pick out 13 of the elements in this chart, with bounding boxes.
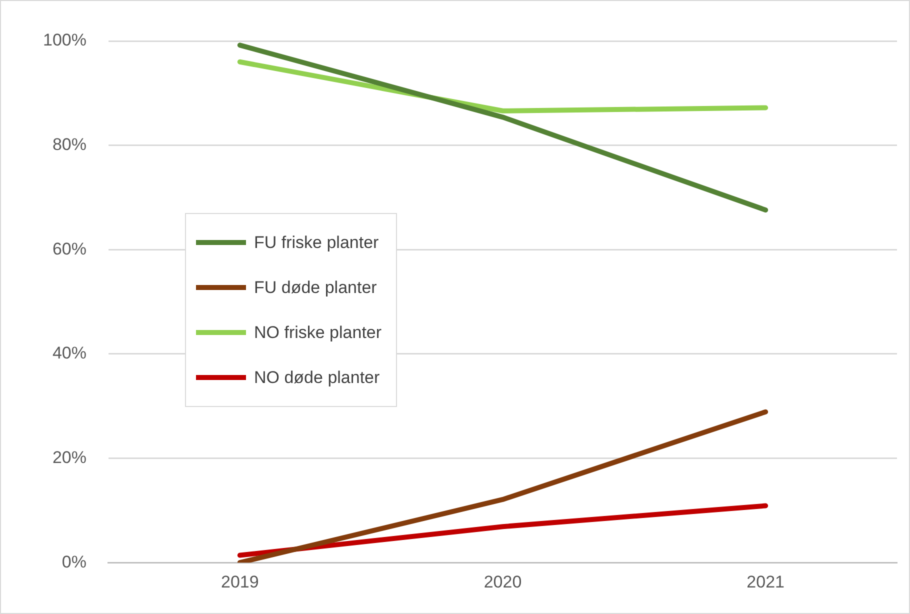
x-tick-label: 2021 xyxy=(746,572,784,592)
legend-label: FU døde planter xyxy=(254,278,377,298)
y-tick-label: 100% xyxy=(42,30,86,50)
legend-label: FU friske planter xyxy=(254,232,379,252)
x-tick-label: 2020 xyxy=(484,572,522,592)
y-tick-label: 20% xyxy=(52,448,86,467)
y-tick-label: 80% xyxy=(52,135,86,154)
legend-label: NO døde planter xyxy=(254,368,380,388)
y-tick-label: 0% xyxy=(62,552,86,572)
y-tick-label: 60% xyxy=(52,239,86,258)
legend-label: NO friske planter xyxy=(254,322,382,342)
x-tick-label: 2019 xyxy=(220,572,259,592)
y-tick-label: 40% xyxy=(52,344,86,363)
